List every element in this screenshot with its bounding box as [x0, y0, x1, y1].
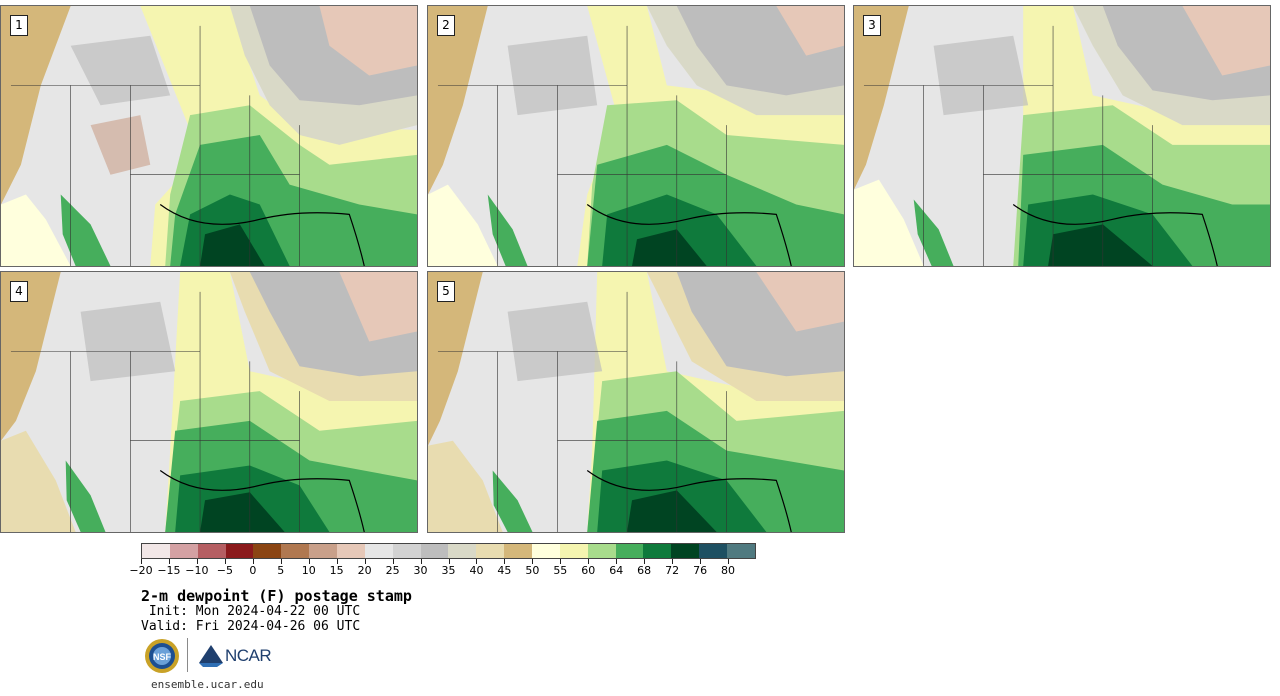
colorbar-tick-mark	[448, 559, 450, 564]
colorbar-tick-mark	[308, 559, 310, 564]
colorbar-swatch	[309, 544, 338, 558]
colorbar-tick-label: 0	[249, 564, 257, 577]
colorbar-swatch	[699, 544, 728, 558]
site-url: ensemble.ucar.edu	[151, 678, 264, 691]
colorbar-swatch	[364, 544, 393, 558]
colorbar-tick-label: 40	[469, 564, 484, 577]
colorbar-tick-label: −10	[185, 564, 209, 577]
dewpoint-map-5	[428, 272, 844, 532]
panel-3: 3	[853, 5, 1271, 267]
dewpoint-map-2	[428, 6, 844, 266]
colorbar-swatch	[169, 544, 198, 558]
panel-number: 1	[10, 15, 28, 36]
colorbar-tick-label: 30	[413, 564, 428, 577]
colorbar-swatch	[671, 544, 700, 558]
colorbar-tick-mark	[280, 559, 282, 564]
colorbar-tick-mark	[728, 559, 730, 564]
colorbar-tick-label: 35	[441, 564, 456, 577]
colorbar-swatch	[727, 544, 755, 558]
ncar-logo	[199, 645, 223, 667]
colorbar-tick-mark	[168, 559, 170, 564]
colorbar-tick-label: 68	[637, 564, 652, 577]
ncar-logo-text: NCAR	[225, 646, 272, 665]
colorbar-tick-label: 5	[277, 564, 285, 577]
panel-5: 5	[427, 271, 845, 533]
panel-number: 5	[437, 281, 455, 302]
valid-time: Valid: Fri 2024-04-26 06 UTC	[141, 619, 361, 634]
colorbar	[141, 543, 756, 559]
panel-2: 2	[427, 5, 845, 267]
colorbar-tick-mark	[196, 559, 198, 564]
colorbar-tick-mark	[252, 559, 254, 564]
colorbar-swatch	[587, 544, 616, 558]
colorbar-tick-label: 50	[525, 564, 540, 577]
colorbar-swatch	[337, 544, 365, 558]
panel-number: 3	[863, 15, 881, 36]
colorbar-ticks: −20 −15 −10 −5 0 5 10 15 20 25 30 35 40 45 50 55 60 64 68 7…	[129, 559, 756, 579]
colorbar-swatch	[420, 544, 449, 558]
panel-number: 4	[10, 281, 28, 302]
colorbar-tick-mark	[616, 559, 618, 564]
colorbar-tick-label: 72	[665, 564, 680, 577]
colorbar-swatch	[392, 544, 421, 558]
logo-divider	[187, 638, 188, 672]
colorbar-tick-mark	[644, 559, 646, 564]
colorbar-swatch	[559, 544, 588, 558]
chart-title: 2-m dewpoint (F) postage stamp	[141, 587, 412, 605]
colorbar-tick-mark	[588, 559, 590, 564]
colorbar-swatch	[643, 544, 672, 558]
colorbar-tick-mark	[420, 559, 422, 564]
colorbar-tick-label: −15	[157, 564, 181, 577]
colorbar-tick-mark	[392, 559, 394, 564]
colorbar-tick-mark	[700, 559, 702, 564]
colorbar-tick-mark	[532, 559, 534, 564]
colorbar-tick-label: 76	[693, 564, 708, 577]
colorbar-swatch	[253, 544, 282, 558]
colorbar-swatch	[225, 544, 254, 558]
panel-1: 1	[0, 5, 418, 267]
colorbar-tick-mark	[364, 559, 366, 564]
colorbar-tick-mark	[560, 559, 562, 564]
colorbar-tick-mark	[476, 559, 478, 564]
panel-number: 2	[437, 15, 455, 36]
colorbar-swatch	[281, 544, 310, 558]
colorbar-tick-mark	[336, 559, 338, 564]
panel-4: 4	[0, 271, 418, 533]
colorbar-tick-label: 45	[497, 564, 512, 577]
colorbar-tick-label: 55	[553, 564, 568, 577]
colorbar-tick-label: 25	[385, 564, 400, 577]
colorbar-tick-mark	[141, 559, 142, 564]
colorbar-tick-label: 20	[357, 564, 372, 577]
colorbar-tick-label: 10	[301, 564, 316, 577]
colorbar-tick-label: −5	[216, 564, 233, 577]
colorbar-tick-label: 80	[721, 564, 736, 577]
colorbar-swatch	[615, 544, 644, 558]
colorbar-tick-label: 60	[581, 564, 596, 577]
nsf-logo: NSF	[145, 639, 179, 673]
colorbar-tick-mark	[224, 559, 226, 564]
colorbar-swatch	[448, 544, 477, 558]
dewpoint-map-4	[1, 272, 417, 532]
colorbar-swatch	[197, 544, 226, 558]
colorbar-swatch	[532, 544, 560, 558]
dewpoint-map-1	[1, 6, 417, 266]
colorbar-tick-label: 15	[329, 564, 344, 577]
dewpoint-map-3	[854, 6, 1270, 266]
init-time: Init: Mon 2024-04-22 00 UTC	[141, 604, 361, 619]
colorbar-tick-mark	[672, 559, 674, 564]
colorbar-swatch	[142, 544, 170, 558]
nsf-logo-text: NSF	[153, 652, 172, 662]
colorbar-swatch	[476, 544, 505, 558]
colorbar-tick-label: −20	[129, 564, 153, 577]
colorbar-swatch	[504, 544, 533, 558]
colorbar-tick-mark	[504, 559, 506, 564]
colorbar-tick-label: 64	[609, 564, 624, 577]
